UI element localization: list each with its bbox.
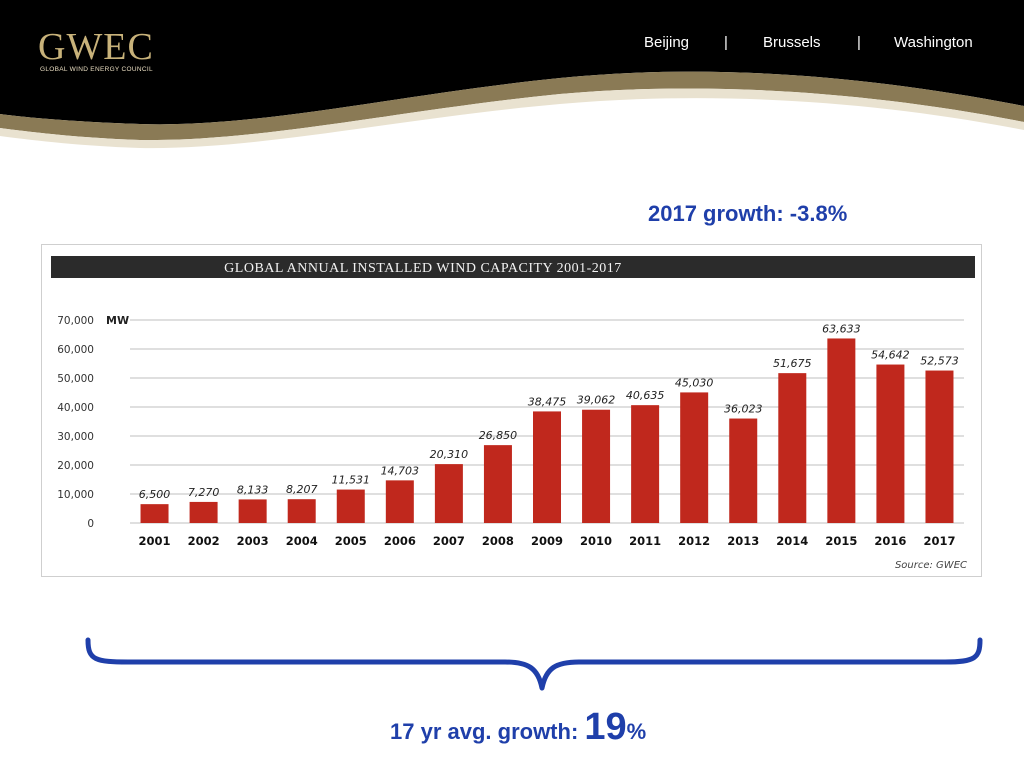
header-gold-wave (0, 71, 1024, 141)
bar-value-label: 8,207 (286, 483, 318, 496)
chart-title-band (51, 256, 975, 278)
bar (582, 409, 611, 523)
bar (729, 418, 758, 523)
x-category-label: 2003 (237, 534, 269, 548)
bar (631, 405, 660, 523)
x-category-label: 2010 (580, 534, 612, 548)
x-category-label: 2002 (188, 534, 220, 548)
bar (483, 445, 512, 523)
bar (140, 504, 169, 523)
x-category-label: 2013 (727, 534, 759, 548)
avg-growth-number: 19 (584, 706, 627, 748)
bar (876, 364, 905, 523)
bar-value-label: 6,500 (139, 488, 171, 501)
y-tick-label: 30,000 (57, 431, 94, 443)
header-black-wave (0, 0, 1024, 125)
bar-value-label: 52,573 (920, 355, 959, 368)
y-tick-label: 60,000 (57, 344, 94, 356)
bar-value-label: 38,475 (528, 395, 567, 408)
bar-value-label: 36,023 (724, 403, 763, 416)
x-category-label: 2008 (482, 534, 514, 548)
bar-value-label: 14,703 (381, 464, 420, 477)
nav-washington[interactable]: Washington (894, 34, 973, 51)
x-category-label: 2006 (384, 534, 416, 548)
avg-growth-prefix: 17 yr avg. growth: (390, 719, 585, 744)
nav-separator: | (857, 34, 861, 51)
x-category-label: 2017 (923, 534, 955, 548)
curly-brace (85, 637, 983, 691)
bar-value-label: 20,310 (430, 448, 469, 461)
y-tick-label: 0 (87, 518, 94, 530)
x-category-label: 2015 (825, 534, 857, 548)
nav-brussels[interactable]: Brussels (763, 34, 821, 51)
bar-value-label: 51,675 (773, 357, 812, 370)
bar (336, 489, 365, 523)
bar (434, 464, 463, 523)
x-category-label: 2011 (629, 534, 661, 548)
bar-value-label: 8,133 (237, 483, 269, 496)
bar (533, 411, 561, 523)
avg-growth-line: 17 yr avg. growth: 19% (390, 706, 646, 749)
bar-value-label: 26,850 (479, 429, 518, 442)
x-category-label: 2014 (776, 534, 808, 548)
bar-value-label: 39,062 (577, 394, 616, 407)
bar-value-label: 63,633 (822, 322, 861, 335)
y-tick-label: 40,000 (57, 402, 94, 414)
chart-frame: GLOBAL ANNUAL INSTALLED WIND CAPACITY 20… (41, 244, 982, 577)
x-category-label: 2001 (139, 534, 171, 548)
bar (778, 373, 807, 523)
bar-value-label: 40,635 (626, 389, 665, 402)
chart-title: GLOBAL ANNUAL INSTALLED WIND CAPACITY 20… (224, 261, 622, 276)
bar (925, 370, 954, 523)
x-category-label: 2016 (874, 534, 906, 548)
nav-separator: | (724, 34, 728, 51)
wind-capacity-chart: GLOBAL ANNUAL INSTALLED WIND CAPACITY 20… (51, 256, 975, 571)
y-axis-unit-label: MW (106, 314, 129, 327)
gwec-logo-subtitle: GLOBAL WIND ENERGY COUNCIL (40, 66, 153, 73)
header-banner (0, 0, 1024, 149)
y-tick-label: 20,000 (57, 460, 94, 472)
bar (385, 480, 414, 523)
bar-value-label: 7,270 (188, 486, 220, 499)
bar (287, 499, 316, 523)
header-light-wave (0, 88, 1024, 149)
gwec-logo: GWEC (38, 26, 154, 68)
bar (238, 499, 267, 523)
avg-growth-suffix: % (626, 719, 647, 744)
nav-beijing[interactable]: Beijing (644, 34, 690, 51)
x-category-label: 2009 (531, 534, 563, 548)
x-category-label: 2005 (335, 534, 367, 548)
x-category-label: 2007 (433, 534, 465, 548)
y-tick-label: 50,000 (57, 373, 94, 385)
bar (189, 501, 218, 523)
growth-note: 2017 growth: -3.8% (648, 201, 848, 226)
x-category-label: 2012 (678, 534, 710, 548)
x-category-label: 2004 (286, 534, 318, 548)
y-tick-label: 70,000 (57, 315, 94, 327)
bar (680, 392, 709, 523)
brace-graphic (85, 637, 983, 691)
bar (827, 338, 856, 523)
bar-value-label: 45,030 (675, 376, 714, 389)
bar-value-label: 11,531 (332, 474, 371, 487)
chart-source: Source: GWEC (895, 560, 967, 571)
bar-value-label: 54,642 (871, 349, 910, 362)
y-tick-label: 10,000 (57, 489, 94, 501)
